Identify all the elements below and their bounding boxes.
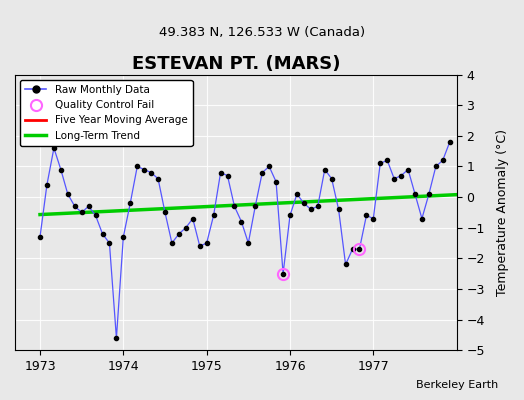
Y-axis label: Temperature Anomaly (°C): Temperature Anomaly (°C) [496, 129, 509, 296]
Text: 49.383 N, 126.533 W (Canada): 49.383 N, 126.533 W (Canada) [159, 26, 365, 39]
Legend: Raw Monthly Data, Quality Control Fail, Five Year Moving Average, Long-Term Tren: Raw Monthly Data, Quality Control Fail, … [20, 80, 192, 146]
Title: ESTEVAN PT. (MARS): ESTEVAN PT. (MARS) [132, 55, 340, 73]
Text: Berkeley Earth: Berkeley Earth [416, 380, 498, 390]
